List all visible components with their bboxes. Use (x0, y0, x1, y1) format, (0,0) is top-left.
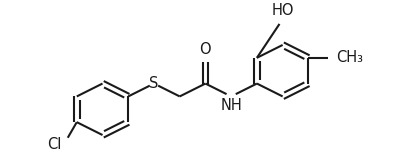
Text: O: O (200, 42, 211, 57)
Text: S: S (149, 76, 159, 91)
Text: NH: NH (220, 98, 242, 113)
Text: CH₃: CH₃ (336, 50, 363, 65)
Text: Cl: Cl (47, 137, 62, 152)
Text: HO: HO (271, 3, 294, 18)
